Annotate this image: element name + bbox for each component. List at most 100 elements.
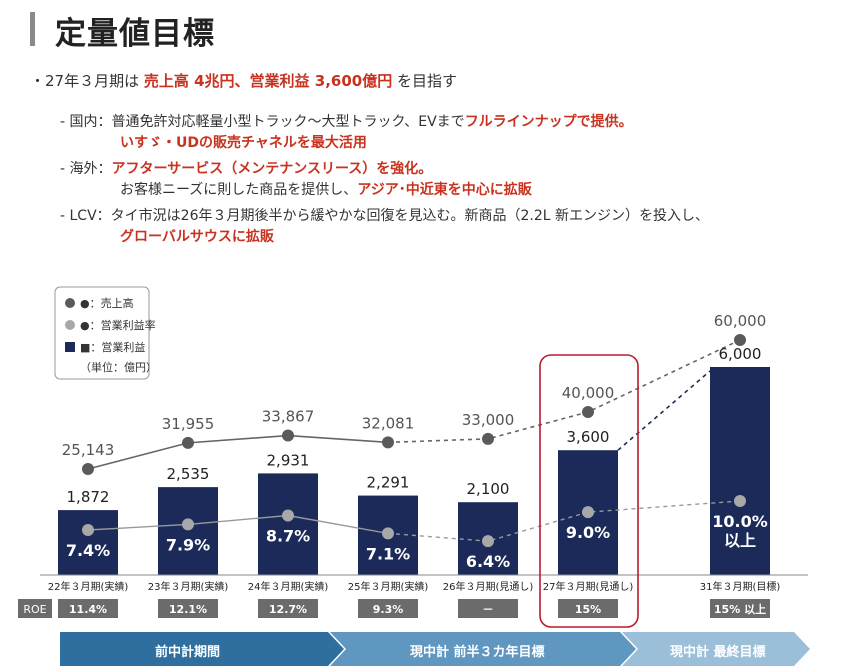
legend-profit-square [65, 342, 75, 352]
revenue-label: 25,143 [62, 441, 115, 459]
profit-label: 2,291 [367, 474, 410, 492]
category-label: 22年３月期(実績) [48, 580, 129, 593]
lcv-line-1: - LCV：タイ市況は26年３月期後半から緩やかな回復を見込む。新商品（2.2L… [60, 205, 709, 225]
phase-label-previous: 前中計期間 [155, 645, 221, 660]
margin-label: 7.9% [166, 535, 210, 554]
legend-margin: ●：営業利益率 [80, 318, 156, 332]
margin-point [382, 527, 394, 540]
overseas-emphasis-2: アジア･中近東を中心に拡販 [357, 182, 532, 198]
summary-prefix: 27年３月期は [45, 72, 144, 90]
category-label: 31年３月期(目標) [700, 580, 781, 593]
profit-bar [158, 487, 218, 575]
revenue-label: 33,867 [262, 408, 315, 426]
profit-label: 3,600 [567, 428, 610, 446]
targets-chart: ●：売上高 ●：営業利益率 ■：営業利益 （単位：億円） 1,872 2,535 2… [18, 286, 808, 628]
phase-arrow-first-half [330, 632, 636, 666]
profit-bar [58, 510, 118, 575]
revenue-label: 31,955 [162, 415, 215, 433]
profit-label: 1,872 [67, 488, 110, 506]
roe-cell [710, 599, 770, 618]
margin-line-forecast [387, 500, 741, 542]
margin-label: 7.4% [66, 541, 110, 560]
title-accent-bar [30, 12, 35, 46]
roe-value: 15% 以上 [714, 602, 766, 616]
roe-value: － [483, 603, 494, 616]
overseas-text: お客様ニーズに則した商品を提供し、 [120, 182, 358, 198]
roe-cell [58, 599, 118, 618]
legend-revenue: ●：売上高 [80, 296, 134, 310]
domestic-text: 普通免許対応軽量小型トラック～大型トラック、EVまで [111, 114, 465, 130]
overseas-line-1: - 海外：アフターサービス（メンテナンスリース）を強化。 [60, 158, 432, 178]
revenue-label: 60,000 [714, 312, 767, 330]
margin-label: 6.4% [466, 552, 510, 571]
legend-revenue-dot [65, 298, 75, 308]
margin-point [482, 535, 494, 548]
revenue-point [282, 429, 294, 442]
revenue-line-forecast [387, 339, 741, 444]
legend-profit: ■：営業利益 [80, 340, 145, 354]
margin-point [82, 524, 94, 536]
revenue-point [734, 334, 746, 346]
phase-arrows [60, 632, 810, 666]
margin-point [582, 506, 594, 519]
summary-bullet: ・ [30, 72, 46, 90]
domestic-emphasis-2: いすゞ・UDの販売チャネルを最大活用 [120, 135, 367, 151]
revenue-label: 32,081 [362, 414, 415, 432]
legend-unit: （単位：億円） [80, 360, 157, 374]
revenue-point [582, 406, 594, 418]
lcv-emphasis: グローバルサウスに拡販 [120, 229, 274, 245]
revenue-label: 33,000 [462, 411, 515, 429]
profit-label: 2,931 [267, 451, 310, 469]
lcv-label: - LCV： [60, 208, 111, 224]
margin-point [282, 509, 294, 522]
profit-bar [258, 473, 318, 575]
category-label: 26年３月期(見通し) [443, 580, 534, 593]
roe-cell [158, 599, 218, 618]
margin-label-suffix: 以上 [724, 531, 756, 550]
phase-label-final: 現中計 最終目標 [670, 645, 766, 660]
margin-label: 7.1% [366, 544, 410, 563]
roe-label-box [18, 599, 52, 618]
revenue-line-actual [87, 434, 389, 470]
margin-label: 9.0% [566, 523, 610, 542]
roe-value: 12.7% [269, 603, 307, 616]
revenue-point [482, 432, 494, 445]
profit-label: 2,100 [467, 480, 510, 498]
profit-label: 2,535 [167, 465, 210, 483]
summary-suffix: を目指す [392, 72, 457, 90]
margin-line-actual [87, 514, 389, 535]
roe-value: 12.1% [169, 603, 207, 616]
phase-arrow-final [622, 632, 810, 666]
summary-emphasis: 売上高 4兆円、営業利益 3,600億円 [143, 72, 393, 90]
margin-label: 8.7% [266, 527, 310, 546]
legend-box: ●：売上高 ●：営業利益率 ■：営業利益 （単位：億円） [54, 286, 157, 380]
phase-arrow-previous [60, 632, 344, 666]
roe-value: 9.3% [373, 603, 404, 616]
category-label: 25年３月期(実績) [348, 580, 429, 593]
category-label: 24年３月期(実績) [248, 580, 329, 593]
roe-label: ROE [23, 603, 46, 616]
roe-value: 15% [575, 603, 601, 616]
overseas-emphasis-1: アフターサービス（メンテナンスリース）を強化。 [111, 161, 433, 177]
roe-value: 11.4% [69, 603, 107, 616]
roe-cell [458, 599, 518, 618]
roe-cell [258, 599, 318, 618]
revenue-point [182, 436, 194, 449]
category-label: 27年３月期(見通し) [543, 580, 634, 593]
profit-bar [710, 367, 770, 575]
revenue-point [382, 436, 394, 449]
overseas-label: - 海外： [60, 161, 112, 177]
category-label: 23年３月期(実績) [148, 580, 229, 593]
phase-label-first-half: 現中計 前半３カ年目標 [410, 645, 545, 660]
domestic-line-1: - 国内：普通免許対応軽量小型トラック～大型トラック、EVまでフルラインナップで… [60, 111, 633, 131]
domestic-label: - 国内： [60, 114, 112, 130]
highlight-box [539, 354, 639, 628]
revenue-label: 40,000 [562, 384, 615, 402]
overseas-line-2: お客様ニーズに則した商品を提供し、アジア･中近東を中心に拡販 [120, 179, 532, 199]
margin-label: 10.0% [712, 512, 768, 531]
roe-cell [558, 599, 618, 618]
margin-point [734, 495, 746, 507]
profit-trend-line [617, 370, 711, 451]
profit-label: 6,000 [719, 345, 762, 363]
legend-margin-dot [65, 320, 75, 330]
